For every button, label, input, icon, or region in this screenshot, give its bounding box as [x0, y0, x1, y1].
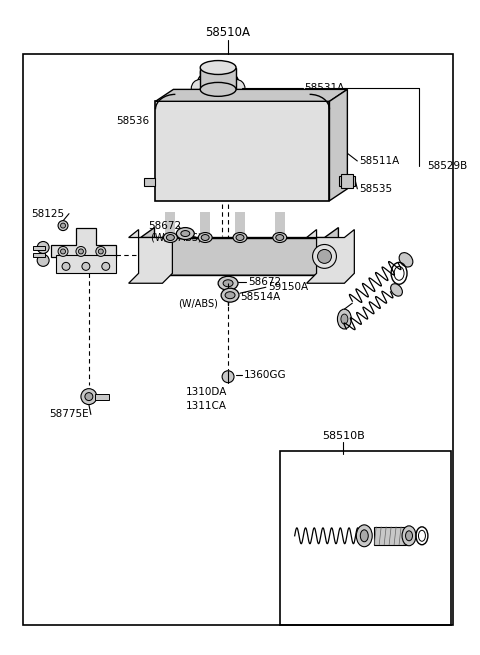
Circle shape [205, 75, 231, 102]
Ellipse shape [200, 60, 236, 75]
Circle shape [82, 263, 90, 271]
Bar [339, 176, 355, 186]
Ellipse shape [406, 531, 412, 541]
Text: 1311CA: 1311CA [185, 401, 226, 411]
Ellipse shape [200, 83, 236, 96]
Text: 59150A: 59150A [268, 282, 308, 292]
Ellipse shape [201, 234, 209, 240]
Circle shape [227, 79, 245, 98]
Circle shape [200, 64, 218, 82]
Bar [33, 246, 45, 250]
Bar [95, 394, 109, 400]
Text: 1310DA: 1310DA [185, 386, 227, 397]
Circle shape [37, 254, 49, 267]
Polygon shape [329, 89, 348, 200]
Bar [200, 67, 236, 89]
Circle shape [37, 242, 49, 253]
Circle shape [58, 221, 68, 231]
Circle shape [58, 246, 68, 256]
Ellipse shape [207, 115, 229, 127]
Ellipse shape [176, 227, 194, 240]
Text: 58125: 58125 [31, 209, 64, 219]
Circle shape [192, 79, 209, 98]
Ellipse shape [402, 526, 416, 546]
Bar [235, 212, 245, 242]
Bar [56, 255, 116, 273]
Text: (W/O ABS): (W/O ABS) [151, 233, 201, 242]
Text: 58510B: 58510B [322, 432, 365, 441]
Ellipse shape [341, 314, 348, 324]
Text: 58672: 58672 [148, 221, 181, 231]
Bar [280, 451, 451, 626]
Bar [341, 174, 353, 188]
Ellipse shape [167, 234, 174, 240]
Circle shape [60, 249, 65, 254]
Ellipse shape [391, 284, 402, 296]
Ellipse shape [181, 231, 190, 236]
Bar [200, 212, 210, 242]
Bar [23, 54, 453, 626]
Circle shape [200, 95, 218, 113]
Text: 58510A: 58510A [205, 26, 251, 39]
Circle shape [102, 263, 110, 271]
Polygon shape [307, 229, 354, 283]
Text: 58531A: 58531A [305, 83, 345, 94]
Circle shape [96, 246, 106, 256]
Bar [374, 527, 406, 545]
Bar [33, 253, 45, 257]
Text: 58672: 58672 [248, 277, 281, 288]
Ellipse shape [198, 233, 212, 242]
Bar [166, 212, 175, 242]
Text: (W/ABS): (W/ABS) [179, 298, 218, 308]
Circle shape [76, 246, 86, 256]
Ellipse shape [276, 234, 284, 240]
Text: 58514A: 58514A [240, 292, 280, 302]
Ellipse shape [233, 233, 247, 242]
Text: 58529B: 58529B [427, 161, 467, 171]
Text: 58536: 58536 [116, 116, 149, 126]
Polygon shape [51, 227, 116, 257]
Circle shape [211, 81, 225, 96]
Text: 58535: 58535 [360, 184, 393, 194]
Bar [275, 212, 285, 242]
Text: 1360GG: 1360GG [244, 369, 287, 380]
Circle shape [40, 244, 46, 250]
Circle shape [222, 371, 234, 383]
Ellipse shape [356, 525, 372, 547]
Circle shape [218, 64, 236, 82]
Ellipse shape [221, 288, 239, 302]
Ellipse shape [223, 280, 233, 287]
Circle shape [81, 388, 97, 405]
Circle shape [85, 392, 93, 401]
Circle shape [196, 67, 240, 110]
Ellipse shape [202, 112, 234, 130]
Text: 58511A: 58511A [360, 156, 399, 166]
Polygon shape [156, 102, 329, 200]
Bar [144, 178, 156, 186]
Ellipse shape [337, 309, 351, 329]
Ellipse shape [360, 530, 368, 542]
Circle shape [60, 223, 65, 228]
Circle shape [78, 249, 84, 254]
Polygon shape [156, 89, 348, 102]
Ellipse shape [225, 291, 235, 299]
Circle shape [62, 263, 70, 271]
Circle shape [218, 95, 236, 113]
Circle shape [312, 244, 336, 269]
Text: 58775E: 58775E [49, 409, 89, 419]
Circle shape [318, 250, 332, 263]
Bar [141, 238, 324, 275]
Polygon shape [129, 229, 172, 283]
Ellipse shape [236, 234, 244, 240]
Ellipse shape [164, 233, 178, 242]
Ellipse shape [273, 233, 287, 242]
Ellipse shape [211, 117, 225, 125]
Circle shape [40, 257, 46, 263]
Ellipse shape [218, 276, 238, 290]
Ellipse shape [399, 253, 413, 267]
Polygon shape [141, 227, 338, 275]
Circle shape [98, 249, 103, 254]
